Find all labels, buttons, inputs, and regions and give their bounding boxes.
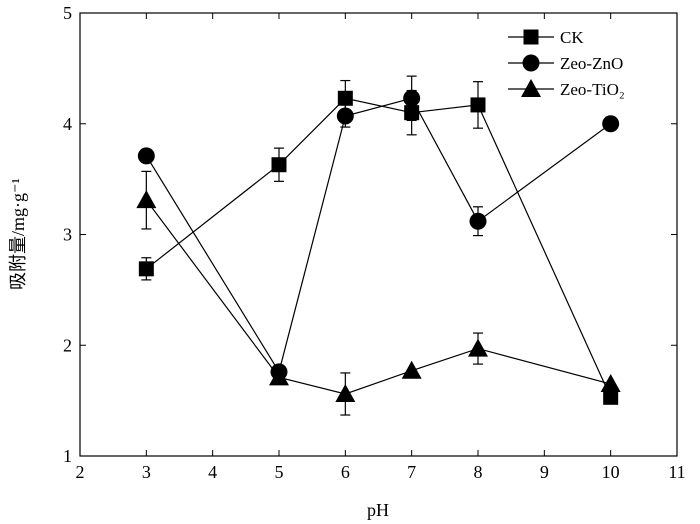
data-point <box>269 367 289 386</box>
x-tick-label: 10 <box>602 462 620 482</box>
series-triangle <box>136 170 621 416</box>
data-point <box>138 261 154 277</box>
x-tick-label: 9 <box>540 462 549 482</box>
data-point <box>603 389 619 405</box>
x-tick-label: 4 <box>208 462 217 482</box>
y-tick-label: 3 <box>63 225 72 245</box>
legend-label: Zeo-ZnO <box>560 54 623 73</box>
data-point <box>271 157 287 173</box>
y-tick-label: 5 <box>63 3 72 23</box>
data-point <box>136 190 157 209</box>
data-point <box>403 89 421 107</box>
x-tick-label: 11 <box>668 462 685 482</box>
x-tick-label: 2 <box>76 462 85 482</box>
series-line <box>145 199 611 395</box>
data-point <box>137 147 155 165</box>
legend-marker <box>523 29 539 45</box>
x-axis-title: pH <box>367 500 389 520</box>
data-point <box>602 115 620 133</box>
series-line <box>145 97 612 374</box>
data-point <box>468 338 488 357</box>
legend-label: Zeo-TiO₂ <box>560 80 625 99</box>
data-point <box>337 90 353 106</box>
y-tick-label: 2 <box>63 335 72 355</box>
series-circle <box>137 75 620 381</box>
data-point <box>401 360 422 379</box>
legend-marker <box>522 54 540 72</box>
x-tick-label: 7 <box>407 462 416 482</box>
data-point <box>469 212 487 230</box>
series-layer <box>136 75 621 416</box>
legend-marker <box>521 79 541 97</box>
data-point <box>335 383 356 402</box>
legend: CK Zeo-ZnO Zeo-TiO₂ <box>508 28 625 99</box>
series-square <box>138 79 619 405</box>
legend-label: CK <box>560 28 584 47</box>
y-tick-label: 4 <box>63 114 72 134</box>
data-point <box>336 107 354 125</box>
data-point <box>600 374 621 393</box>
x-tick-label: 8 <box>474 462 483 482</box>
series-line <box>145 97 612 398</box>
x-tick-label: 5 <box>275 462 284 482</box>
data-point <box>470 97 486 113</box>
y-axis-title: 吸附量/mg·g⁻¹ <box>8 178 28 290</box>
x-tick-label: 6 <box>341 462 350 482</box>
y-tick-label: 1 <box>63 446 72 466</box>
x-tick-label: 3 <box>142 462 151 482</box>
